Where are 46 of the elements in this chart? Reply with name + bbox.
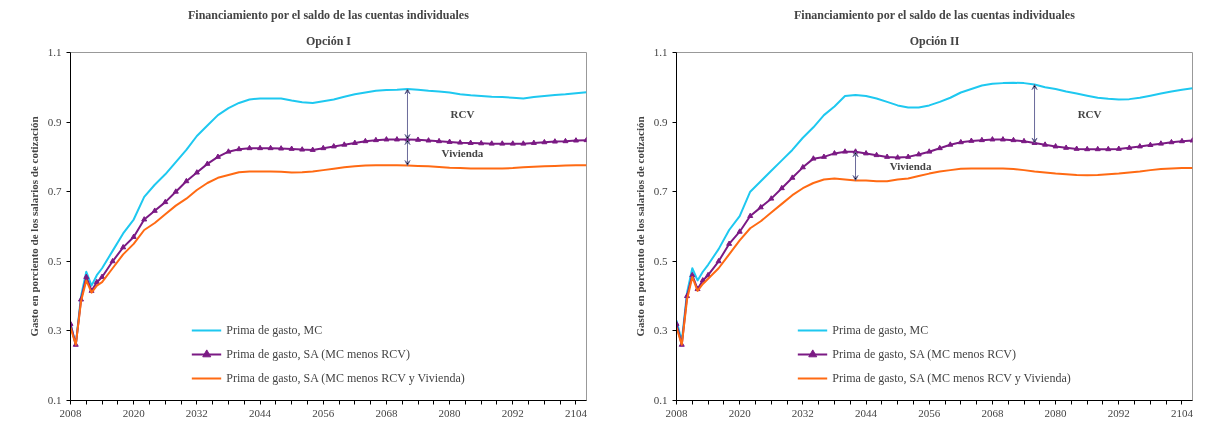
- annotation: RCV: [1077, 107, 1102, 120]
- x-tick-label: 2032: [185, 406, 208, 419]
- chart-title: Financiamiento por el saldo de las cuentas individuales: [793, 7, 1076, 22]
- annotation: Vivienda: [441, 146, 484, 159]
- x-tick-label: 2056: [918, 406, 941, 419]
- x-tick-label: 2104: [564, 406, 588, 419]
- x-tick-label: 2032: [791, 406, 814, 419]
- y-tick-label: 0.5: [653, 254, 668, 267]
- y-tick-label: 1.1: [47, 46, 62, 58]
- annotation: RCV: [450, 108, 475, 121]
- legend-label: Prima de gasto, SA (MC menos RCV): [226, 346, 410, 362]
- legend-label: Prima de gasto, SA (MC menos RCV y Vivienda): [832, 370, 1071, 386]
- x-tick-label: 2080: [1044, 406, 1068, 419]
- y-tick-label: 0.9: [653, 115, 668, 128]
- chart-subtitle: Opción I: [305, 33, 352, 48]
- x-tick-label: 2080: [438, 406, 462, 419]
- x-tick-label: 2020: [122, 406, 146, 419]
- x-tick-label: 2044: [855, 406, 878, 419]
- y-tick-label: 0.3: [47, 324, 62, 337]
- x-tick-label: 2056: [312, 406, 335, 419]
- legend-label: Prima de gasto, SA (MC menos RCV y Vivienda): [226, 370, 465, 386]
- x-tick-label: 2068: [981, 406, 1004, 419]
- x-tick-label: 2044: [249, 406, 272, 419]
- chart-subtitle: Opción II: [909, 33, 960, 48]
- legend-label: Prima de gasto, SA (MC menos RCV): [832, 346, 1016, 362]
- x-tick-label: 2008: [59, 406, 82, 419]
- chart-title: Financiamiento por el saldo de las cuentas individuales: [187, 7, 470, 22]
- x-tick-label: 2068: [375, 406, 398, 419]
- annotation: Vivienda: [889, 160, 932, 173]
- legend-label: Prima de gasto, MC: [832, 322, 929, 338]
- y-tick-label: 1.1: [653, 46, 668, 58]
- x-tick-label: 2008: [665, 406, 688, 419]
- y-tick-label: 0.9: [47, 115, 62, 128]
- legend-label: Prima de gasto, MC: [226, 322, 323, 338]
- y-tick-label: 0.7: [653, 185, 668, 198]
- y-axis-title: Gasto en porciento de los salarios de cotización: [633, 116, 646, 337]
- x-tick-label: 2020: [728, 406, 752, 419]
- y-tick-label: 0.1: [653, 394, 668, 406]
- y-tick-label: 0.1: [47, 394, 62, 406]
- y-tick-label: 0.7: [47, 185, 62, 198]
- x-tick-label: 2092: [501, 406, 524, 419]
- y-tick-label: 0.5: [47, 254, 62, 267]
- x-tick-label: 2092: [1107, 406, 1130, 419]
- y-axis-title: Gasto en porciento de los salarios de cotización: [27, 116, 40, 337]
- x-tick-label: 2104: [1170, 406, 1194, 419]
- y-tick-label: 0.3: [653, 324, 668, 337]
